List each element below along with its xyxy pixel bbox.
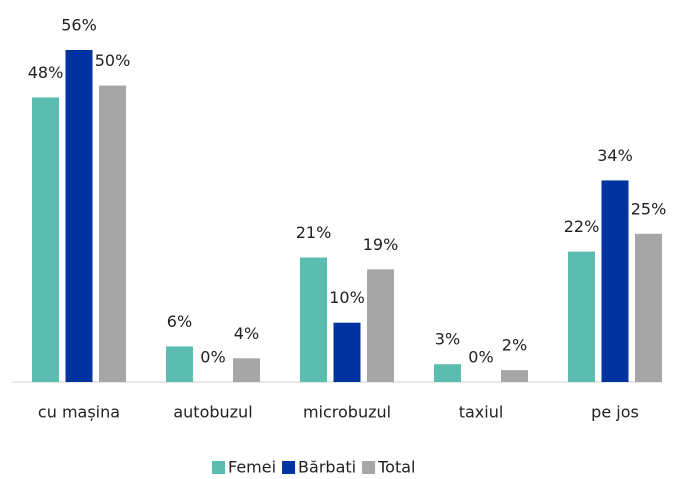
legend-label: Femei xyxy=(228,458,276,477)
value-label: 4% xyxy=(234,324,259,343)
bar xyxy=(166,346,193,382)
value-label: 6% xyxy=(167,312,192,331)
x-tick-label: microbuzul xyxy=(303,403,391,422)
bar xyxy=(434,364,461,382)
value-label: 22% xyxy=(564,217,600,236)
value-label: 0% xyxy=(200,348,225,367)
x-tick-label: pe jos xyxy=(591,403,639,422)
value-label: 3% xyxy=(435,330,460,349)
bar xyxy=(601,180,629,382)
legend-label: Bărbati xyxy=(298,458,356,477)
bar xyxy=(32,97,59,382)
bar xyxy=(568,251,595,382)
value-label: 48% xyxy=(28,63,64,82)
value-label: 34% xyxy=(597,146,633,165)
legend-swatch xyxy=(362,461,376,474)
value-label: 25% xyxy=(631,199,667,218)
x-tick-label: cu mașina xyxy=(38,403,120,422)
value-label: 56% xyxy=(61,16,97,35)
bar xyxy=(233,358,260,382)
bar xyxy=(501,370,528,382)
legend-swatch xyxy=(282,461,296,474)
x-tick-label: autobuzul xyxy=(173,403,252,422)
value-label: 50% xyxy=(95,51,131,70)
bar xyxy=(99,85,126,383)
value-label: 19% xyxy=(363,235,399,254)
value-label: 21% xyxy=(296,223,332,242)
value-label: 2% xyxy=(502,336,527,355)
value-label: 10% xyxy=(329,288,365,307)
bar xyxy=(300,257,327,382)
bar xyxy=(367,269,394,382)
legend-swatch xyxy=(212,461,225,474)
bar xyxy=(333,322,361,382)
value-label: 0% xyxy=(468,348,493,367)
bar xyxy=(65,50,93,382)
bar xyxy=(635,233,662,382)
x-tick-label: taxiul xyxy=(459,403,504,422)
legend-label: Total xyxy=(377,458,415,477)
